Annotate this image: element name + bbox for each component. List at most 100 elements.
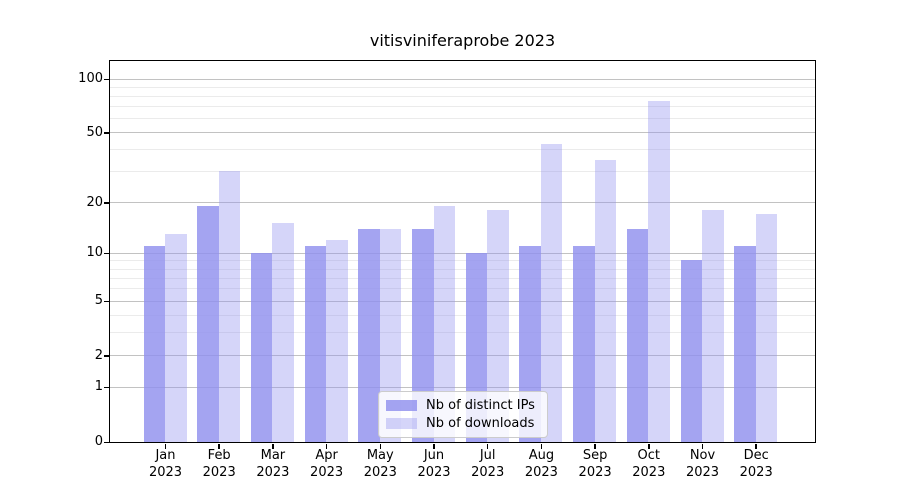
bar-distinct-ips-sep: [573, 246, 595, 442]
x-tick-mark: [486, 443, 489, 449]
major-gridline: [109, 355, 815, 357]
y-tick-mark: [103, 252, 109, 255]
month-label: Dec: [743, 448, 769, 463]
major-gridline: [109, 202, 815, 204]
x-tick-mark: [272, 443, 274, 449]
major-gridline: [109, 386, 815, 388]
bar-downloads-may: [379, 228, 402, 442]
minor-gridline: [109, 332, 815, 334]
bar-distinct-ips-nov: [680, 260, 702, 442]
month-label: Apr: [315, 448, 338, 463]
x-tick-label: Jul 2023: [456, 448, 520, 481]
year-label: 2023: [739, 464, 773, 480]
month-label: May: [366, 448, 394, 463]
y-tick-label: 100: [78, 71, 103, 87]
x-tick-mark: [701, 443, 704, 449]
x-tick-mark: [540, 443, 543, 449]
y-tick-mark: [103, 441, 109, 443]
major-gridline: [109, 78, 815, 80]
month-label: Oct: [637, 448, 661, 463]
bar-downloads-nov: [702, 209, 724, 442]
bar-distinct-ips-mar: [250, 252, 273, 442]
month-label: Jan: [155, 448, 176, 463]
chart-title: vitisviniferaprobe 2023: [369, 31, 556, 50]
month-label: Nov: [689, 448, 716, 463]
month-label: Jul: [479, 448, 496, 463]
y-tick-label: 20: [86, 194, 103, 210]
bar-downloads-oct: [648, 100, 670, 442]
x-tick-mark: [325, 443, 328, 449]
x-tick-mark: [379, 443, 382, 449]
bar-downloads-mar: [272, 223, 294, 442]
y-tick-label: 50: [86, 124, 103, 140]
bar-downloads-jun: [433, 205, 455, 442]
bar-downloads-jul: [487, 209, 509, 442]
bar-downloads-sep: [594, 159, 617, 442]
bar-distinct-ips-jun: [412, 228, 434, 442]
minor-gridline: [109, 260, 815, 262]
bar-downloads-jan: [165, 233, 187, 442]
legend-row-downloads: Nb of downloads: [379, 416, 547, 431]
y-tick-label: 1: [94, 379, 103, 395]
year-label: 2023: [310, 464, 344, 480]
x-tick-mark: [755, 443, 757, 449]
bar-downloads-dec: [755, 214, 778, 442]
year-label: 2023: [632, 464, 666, 480]
legend-swatch-distinct-ips: [386, 399, 417, 412]
y-tick-mark: [103, 78, 109, 81]
y-tick-label: 5: [94, 293, 103, 309]
major-gridline: [109, 132, 815, 134]
minor-gridline: [109, 268, 815, 270]
bar-downloads-apr: [326, 239, 348, 442]
month-label: Aug: [528, 448, 555, 463]
bar-distinct-ips-dec: [734, 246, 756, 442]
y-tick-label: 2: [94, 347, 103, 363]
x-tick-label: Mar 2023: [241, 448, 305, 481]
year-label: 2023: [524, 464, 558, 480]
month-label: Feb: [207, 448, 231, 463]
bar-distinct-ips-oct: [626, 228, 649, 442]
minor-gridline: [109, 149, 815, 151]
bar-distinct-ips-may: [358, 228, 380, 442]
major-gridline: [109, 300, 815, 302]
x-tick-mark: [648, 443, 650, 449]
minor-gridline: [109, 171, 815, 173]
year-label: 2023: [148, 464, 183, 480]
month-label: Jun: [423, 448, 445, 463]
plot-area: [108, 59, 816, 443]
x-tick-label: Aug 2023: [509, 448, 573, 481]
year-label: 2023: [256, 464, 290, 480]
year-label: 2023: [578, 464, 612, 480]
bar-distinct-ips-feb: [197, 205, 219, 442]
year-label: 2023: [471, 464, 505, 480]
bar-downloads-feb: [218, 171, 241, 442]
y-tick-mark: [103, 355, 109, 357]
minor-gridline: [109, 288, 815, 290]
x-tick-mark: [433, 443, 435, 449]
year-label: 2023: [417, 464, 451, 480]
minor-gridline: [109, 118, 815, 120]
minor-gridline: [109, 95, 815, 97]
year-label: 2023: [363, 464, 397, 480]
minor-gridline: [109, 86, 815, 88]
x-tick-mark: [218, 443, 220, 449]
x-tick-label: Sep 2023: [563, 448, 627, 481]
bar-distinct-ips-apr: [304, 246, 327, 442]
legend-label-downloads: Nb of downloads: [426, 416, 535, 431]
y-tick-mark: [103, 300, 109, 303]
y-tick-mark: [103, 202, 109, 204]
bar-distinct-ips-jan: [143, 246, 165, 442]
month-label: Mar: [260, 448, 286, 463]
x-tick-label: Jan 2023: [134, 448, 198, 481]
legend-row-distinct-ips: Nb of distinct IPs: [379, 398, 547, 413]
x-tick-label: Nov 2023: [671, 448, 735, 481]
x-tick-label: Apr 2023: [295, 448, 359, 481]
legend-swatch-downloads: [386, 417, 417, 430]
legend-label-distinct-ips: Nb of distinct IPs: [426, 398, 535, 413]
year-label: 2023: [685, 464, 720, 480]
x-tick-mark: [164, 443, 167, 449]
year-label: 2023: [202, 464, 236, 480]
minor-gridline: [109, 106, 815, 108]
major-gridline: [109, 252, 815, 254]
